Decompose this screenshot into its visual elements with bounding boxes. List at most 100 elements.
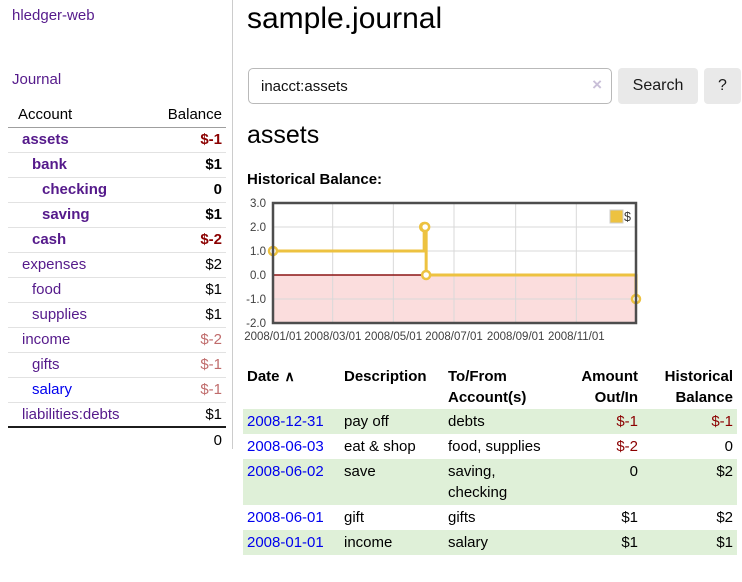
account-row: bank $1 [8, 152, 226, 177]
transaction-date-link[interactable]: 2008-06-02 [247, 463, 324, 480]
account-balance: $-2 [200, 331, 222, 348]
transaction-date-link[interactable]: 2008-01-01 [247, 534, 324, 551]
account-link-supplies[interactable]: supplies [32, 306, 88, 323]
svg-text:2008/03/01: 2008/03/01 [304, 331, 362, 343]
svg-text:2008/01/01: 2008/01/01 [244, 331, 302, 343]
transaction-description: save [340, 459, 444, 505]
transaction-balance: $-1 [642, 409, 737, 434]
register-col-accounts: To/From Account(s) [448, 368, 527, 406]
register-col-balance: Historical Balance [664, 368, 733, 406]
account-link-expenses[interactable]: expenses [22, 256, 87, 273]
register-row: 2008-06-03 eat & shop food, supplies $-2 0 [243, 434, 737, 459]
account-link-checking[interactable]: checking [42, 181, 108, 198]
transaction-date-link[interactable]: 2008-12-31 [247, 413, 324, 430]
account-link-cash[interactable]: cash [32, 231, 67, 248]
register-col-date[interactable]: Date ∧ [247, 368, 295, 385]
transaction-accounts: saving, checking [444, 459, 556, 505]
transaction-balance: $2 [716, 509, 733, 526]
account-link-assets[interactable]: assets [22, 131, 69, 148]
transaction-description: eat & shop [344, 438, 416, 455]
clear-search-icon[interactable]: × [592, 75, 602, 94]
main-content: sample.journal × Search ? assets Histori… [234, 0, 742, 582]
account-row: gifts $-1 [8, 352, 226, 377]
accounts-table-header: Account Balance [8, 103, 226, 127]
account-link-salary[interactable]: salary [32, 381, 73, 398]
transaction-description: income [340, 530, 444, 555]
search-input[interactable] [248, 68, 612, 104]
account-link-saving[interactable]: saving [42, 206, 90, 223]
svg-text:2008/09/01: 2008/09/01 [487, 331, 545, 343]
register-row: 2008-06-01 gift gifts $1 $2 [243, 505, 737, 530]
svg-text:2008/11/01: 2008/11/01 [548, 331, 605, 343]
account-heading: assets [247, 121, 320, 149]
search-help-button[interactable]: ? [704, 68, 741, 104]
account-row: liabilities:debts $1 [8, 402, 226, 427]
transaction-amount: $-2 [616, 438, 638, 455]
account-row: supplies $1 [8, 302, 226, 327]
accounts-total-value: 0 [213, 431, 222, 449]
svg-text:3.0: 3.0 [250, 198, 266, 210]
account-balance: $-2 [200, 231, 222, 248]
transaction-amount: $1 [621, 509, 638, 526]
search-form: × Search ? [234, 68, 742, 104]
legend-swatch-icon [609, 209, 624, 224]
svg-text:-1.0: -1.0 [246, 294, 266, 306]
transaction-accounts: gifts [448, 509, 476, 526]
account-balance: $2 [205, 256, 222, 273]
account-balance: $1 [205, 156, 222, 173]
transaction-balance: $2 [642, 459, 737, 505]
transaction-date-link[interactable]: 2008-06-01 [247, 509, 324, 526]
page-title: sample.journal [247, 2, 443, 35]
account-row: expenses $2 [8, 252, 226, 277]
accounts-total-row: 0 [8, 427, 226, 449]
account-balance: $1 [205, 206, 222, 223]
svg-text:1.0: 1.0 [250, 246, 266, 258]
account-link-gifts[interactable]: gifts [32, 356, 60, 373]
transaction-amount: 0 [556, 459, 642, 505]
transaction-amount: $-1 [556, 409, 642, 434]
transaction-description: pay off [340, 409, 444, 434]
account-row: saving $1 [8, 202, 226, 227]
account-row: income $-2 [8, 327, 226, 352]
register-table: Date ∧ Description To/From Account(s) Amo… [243, 365, 737, 555]
account-link-food[interactable]: food [32, 281, 62, 298]
svg-text:$: $ [624, 210, 631, 224]
account-row: salary $-1 [8, 377, 226, 402]
sort-ascending-icon: ∧ [284, 368, 295, 384]
sidebar-item-journal[interactable]: Journal [12, 71, 62, 88]
register-row: 2008-06-02 save saving, checking 0 $2 [243, 459, 737, 505]
svg-text:2008/05/01: 2008/05/01 [365, 331, 423, 343]
account-balance: $1 [205, 281, 222, 298]
account-link-bank[interactable]: bank [32, 156, 68, 173]
sidebar: hledger-web Journal Account Balance asse… [0, 0, 233, 449]
transaction-accounts: salary [444, 530, 556, 555]
transaction-accounts: food, supplies [448, 438, 541, 455]
account-row: checking 0 [8, 177, 226, 202]
accounts-table: Account Balance assets $-1 bank $1 checking 0… [8, 103, 226, 449]
register-col-description: Description [344, 368, 427, 385]
account-balance: $1 [205, 405, 222, 423]
account-row: cash $-2 [8, 227, 226, 252]
transaction-description: gift [344, 509, 365, 526]
search-button[interactable]: Search [618, 68, 698, 104]
transaction-balance: 0 [724, 438, 733, 455]
account-row: assets $-1 [8, 127, 226, 152]
account-balance: $1 [205, 306, 222, 323]
account-link-liabilities-debts[interactable]: liabilities:debts [22, 405, 120, 423]
svg-text:2008/07/01: 2008/07/01 [425, 331, 483, 343]
account-link-income[interactable]: income [22, 331, 71, 348]
register-row: 2008-01-01 income salary $1 $1 [243, 530, 737, 555]
chart-title: Historical Balance: [247, 171, 383, 188]
app-brand-link[interactable]: hledger-web [12, 7, 95, 24]
account-balance: $-1 [200, 131, 222, 148]
register-row: 2008-12-31 pay off debts $-1 $-1 [243, 409, 737, 434]
svg-text:2.0: 2.0 [250, 222, 266, 234]
accounts-col-balance: Balance [167, 105, 222, 123]
accounts-col-account: Account [18, 105, 73, 123]
transaction-accounts: debts [444, 409, 556, 434]
transaction-amount: $1 [556, 530, 642, 555]
svg-text:-2.0: -2.0 [246, 318, 266, 330]
account-balance: $-1 [200, 381, 222, 398]
transaction-date-link[interactable]: 2008-06-03 [247, 438, 324, 455]
